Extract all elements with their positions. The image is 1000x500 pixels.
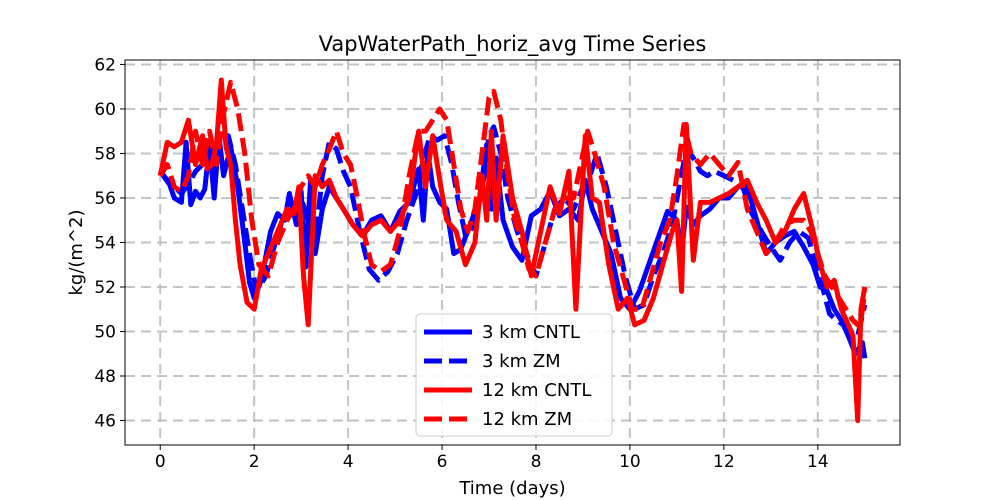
x-axis-title: Time (days) bbox=[458, 478, 565, 499]
series-line-12-km-zm bbox=[158, 79, 868, 330]
x-tick-label: 0 bbox=[155, 452, 166, 472]
y-tick-label: 62 bbox=[94, 55, 116, 75]
x-tick-label: 10 bbox=[619, 452, 641, 472]
y-tick-label: 46 bbox=[94, 412, 116, 432]
legend-box bbox=[415, 313, 613, 437]
legend-label: 3 km ZM bbox=[482, 351, 561, 372]
series-line-12-km-cntl bbox=[157, 77, 868, 423]
plot-frame bbox=[124, 59, 901, 446]
legend-label: 12 km ZM bbox=[482, 409, 572, 430]
x-tick-label: 4 bbox=[343, 452, 354, 472]
series-layer bbox=[157, 77, 868, 423]
chart-title: VapWaterPath_horiz_avg Time Series bbox=[319, 32, 707, 57]
y-tick-label: 48 bbox=[94, 367, 116, 387]
y-tick-label: 52 bbox=[94, 278, 116, 298]
legend-label: 3 km CNTL bbox=[482, 322, 580, 343]
y-tick-label: 50 bbox=[94, 323, 116, 343]
y-tick-label: 58 bbox=[94, 144, 116, 164]
x-tick-label: 12 bbox=[713, 452, 735, 472]
x-tick-label: 14 bbox=[807, 452, 829, 472]
legend: 3 km CNTL 3 km ZM 12 km CNTL 12 km ZM bbox=[415, 313, 613, 437]
x-tick-label: 2 bbox=[249, 452, 260, 472]
y-axis-title: kg/(m^2) bbox=[66, 209, 87, 295]
y-tick-label: 54 bbox=[94, 233, 116, 253]
y-tick-label: 60 bbox=[94, 100, 116, 120]
legend-label: 12 km CNTL bbox=[482, 380, 591, 401]
x-tick-label: 6 bbox=[437, 452, 448, 472]
y-tick-label: 56 bbox=[94, 189, 116, 209]
x-tick-label: 8 bbox=[531, 452, 542, 472]
